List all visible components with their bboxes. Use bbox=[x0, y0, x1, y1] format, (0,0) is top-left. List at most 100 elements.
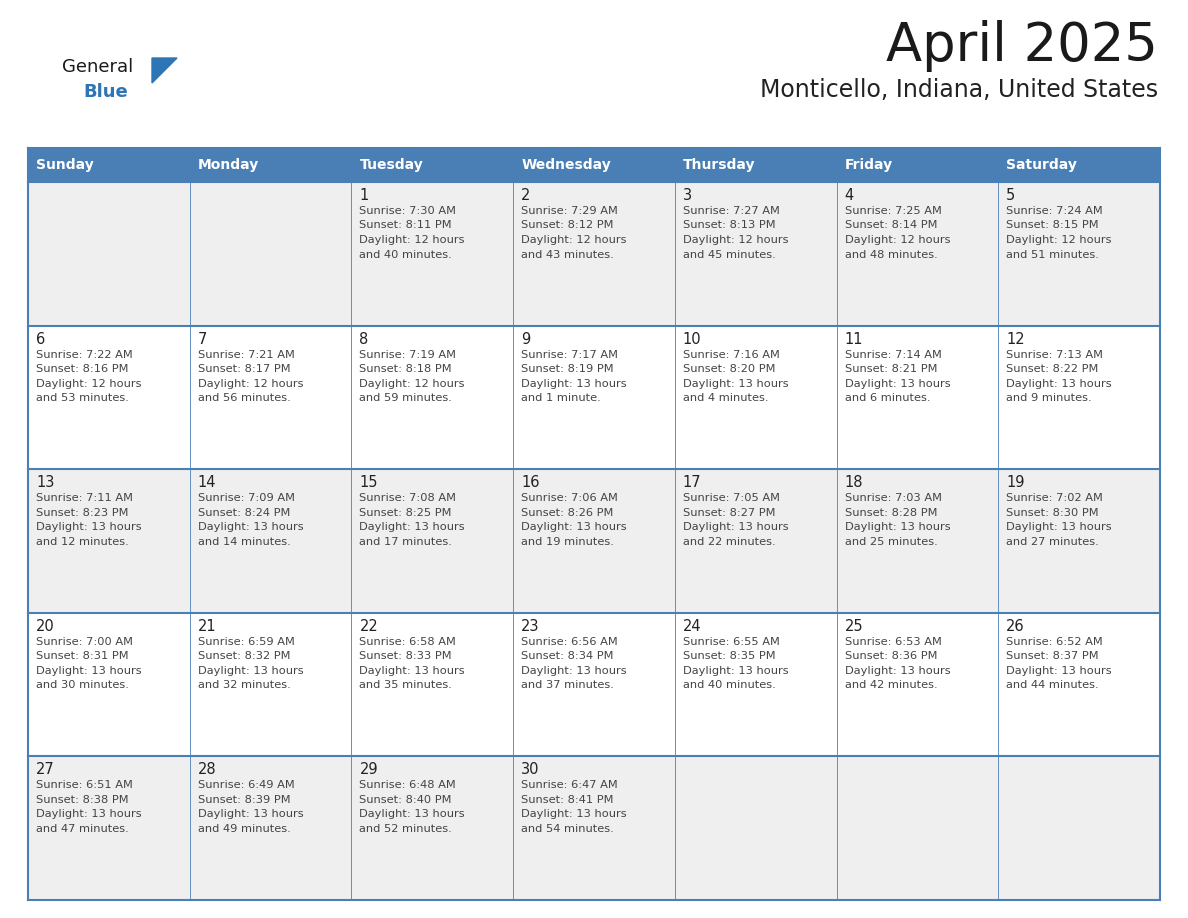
Text: and 40 minutes.: and 40 minutes. bbox=[683, 680, 776, 690]
Text: Daylight: 13 hours: Daylight: 13 hours bbox=[683, 378, 789, 388]
Text: and 43 minutes.: and 43 minutes. bbox=[522, 250, 614, 260]
Text: Daylight: 13 hours: Daylight: 13 hours bbox=[197, 522, 303, 532]
Text: Daylight: 13 hours: Daylight: 13 hours bbox=[360, 522, 465, 532]
Text: and 30 minutes.: and 30 minutes. bbox=[36, 680, 128, 690]
Text: and 19 minutes.: and 19 minutes. bbox=[522, 537, 614, 547]
Text: Daylight: 13 hours: Daylight: 13 hours bbox=[522, 666, 627, 676]
Bar bbox=[29, 613, 1159, 756]
Text: 1: 1 bbox=[360, 188, 368, 203]
Text: Daylight: 12 hours: Daylight: 12 hours bbox=[845, 235, 950, 245]
Text: Daylight: 13 hours: Daylight: 13 hours bbox=[683, 522, 789, 532]
Text: Sunset: 8:24 PM: Sunset: 8:24 PM bbox=[197, 508, 290, 518]
Bar bbox=[190, 148, 352, 182]
Text: Sunset: 8:25 PM: Sunset: 8:25 PM bbox=[360, 508, 451, 518]
Text: Sunrise: 6:58 AM: Sunrise: 6:58 AM bbox=[360, 637, 456, 647]
Text: 15: 15 bbox=[360, 476, 378, 490]
Text: Sunset: 8:18 PM: Sunset: 8:18 PM bbox=[360, 364, 453, 375]
Text: Friday: Friday bbox=[845, 158, 892, 172]
Bar bbox=[675, 148, 836, 182]
Text: Sunrise: 7:30 AM: Sunrise: 7:30 AM bbox=[360, 206, 456, 216]
Text: 20: 20 bbox=[36, 619, 55, 633]
Bar bbox=[29, 148, 190, 182]
Text: Daylight: 12 hours: Daylight: 12 hours bbox=[36, 378, 141, 388]
Text: Sunrise: 7:05 AM: Sunrise: 7:05 AM bbox=[683, 493, 779, 503]
Text: and 52 minutes.: and 52 minutes. bbox=[360, 823, 453, 834]
Text: 19: 19 bbox=[1006, 476, 1025, 490]
Text: Sunset: 8:27 PM: Sunset: 8:27 PM bbox=[683, 508, 776, 518]
Text: Sunrise: 7:19 AM: Sunrise: 7:19 AM bbox=[360, 350, 456, 360]
Text: and 40 minutes.: and 40 minutes. bbox=[360, 250, 453, 260]
Text: Tuesday: Tuesday bbox=[360, 158, 423, 172]
Text: Sunrise: 6:59 AM: Sunrise: 6:59 AM bbox=[197, 637, 295, 647]
Text: 8: 8 bbox=[360, 331, 368, 347]
Text: Sunset: 8:34 PM: Sunset: 8:34 PM bbox=[522, 651, 614, 661]
Text: 2: 2 bbox=[522, 188, 531, 203]
Text: 3: 3 bbox=[683, 188, 691, 203]
Text: 12: 12 bbox=[1006, 331, 1025, 347]
Text: 11: 11 bbox=[845, 331, 862, 347]
Text: and 59 minutes.: and 59 minutes. bbox=[360, 393, 453, 403]
Text: 14: 14 bbox=[197, 476, 216, 490]
Text: 23: 23 bbox=[522, 619, 539, 633]
Text: Sunrise: 7:17 AM: Sunrise: 7:17 AM bbox=[522, 350, 618, 360]
Text: Sunrise: 6:52 AM: Sunrise: 6:52 AM bbox=[1006, 637, 1102, 647]
Text: Daylight: 13 hours: Daylight: 13 hours bbox=[683, 666, 789, 676]
Polygon shape bbox=[152, 58, 177, 83]
Text: Sunset: 8:35 PM: Sunset: 8:35 PM bbox=[683, 651, 776, 661]
Text: Sunrise: 6:48 AM: Sunrise: 6:48 AM bbox=[360, 780, 456, 790]
Bar bbox=[29, 326, 1159, 469]
Bar bbox=[836, 148, 998, 182]
Text: Sunset: 8:15 PM: Sunset: 8:15 PM bbox=[1006, 220, 1099, 230]
Text: April 2025: April 2025 bbox=[886, 20, 1158, 72]
Bar bbox=[29, 469, 1159, 613]
Text: Daylight: 13 hours: Daylight: 13 hours bbox=[522, 810, 627, 820]
Text: and 1 minute.: and 1 minute. bbox=[522, 393, 601, 403]
Text: and 53 minutes.: and 53 minutes. bbox=[36, 393, 128, 403]
Text: Sunset: 8:41 PM: Sunset: 8:41 PM bbox=[522, 795, 614, 805]
Text: 24: 24 bbox=[683, 619, 701, 633]
Text: and 42 minutes.: and 42 minutes. bbox=[845, 680, 937, 690]
Text: and 12 minutes.: and 12 minutes. bbox=[36, 537, 128, 547]
Text: Sunset: 8:39 PM: Sunset: 8:39 PM bbox=[197, 795, 290, 805]
Text: and 45 minutes.: and 45 minutes. bbox=[683, 250, 776, 260]
Text: Sunrise: 7:02 AM: Sunrise: 7:02 AM bbox=[1006, 493, 1104, 503]
Text: 28: 28 bbox=[197, 763, 216, 778]
Bar bbox=[29, 756, 1159, 900]
Text: 16: 16 bbox=[522, 476, 539, 490]
Text: and 44 minutes.: and 44 minutes. bbox=[1006, 680, 1099, 690]
Text: Sunrise: 6:53 AM: Sunrise: 6:53 AM bbox=[845, 637, 941, 647]
Text: Sunset: 8:37 PM: Sunset: 8:37 PM bbox=[1006, 651, 1099, 661]
Text: Sunset: 8:22 PM: Sunset: 8:22 PM bbox=[1006, 364, 1099, 375]
Text: Daylight: 13 hours: Daylight: 13 hours bbox=[36, 666, 141, 676]
Text: and 47 minutes.: and 47 minutes. bbox=[36, 823, 128, 834]
Text: General: General bbox=[62, 58, 133, 76]
Text: Daylight: 12 hours: Daylight: 12 hours bbox=[1006, 235, 1112, 245]
Text: and 49 minutes.: and 49 minutes. bbox=[197, 823, 290, 834]
Bar bbox=[352, 148, 513, 182]
Text: Sunrise: 6:47 AM: Sunrise: 6:47 AM bbox=[522, 780, 618, 790]
Text: 22: 22 bbox=[360, 619, 378, 633]
Text: Sunset: 8:38 PM: Sunset: 8:38 PM bbox=[36, 795, 128, 805]
Text: Daylight: 13 hours: Daylight: 13 hours bbox=[845, 666, 950, 676]
Text: Sunset: 8:21 PM: Sunset: 8:21 PM bbox=[845, 364, 937, 375]
Text: Sunset: 8:19 PM: Sunset: 8:19 PM bbox=[522, 364, 614, 375]
Text: Sunrise: 7:16 AM: Sunrise: 7:16 AM bbox=[683, 350, 779, 360]
Text: Daylight: 12 hours: Daylight: 12 hours bbox=[683, 235, 789, 245]
Text: Sunset: 8:23 PM: Sunset: 8:23 PM bbox=[36, 508, 128, 518]
Text: Sunrise: 7:14 AM: Sunrise: 7:14 AM bbox=[845, 350, 941, 360]
Text: and 51 minutes.: and 51 minutes. bbox=[1006, 250, 1099, 260]
Text: Daylight: 13 hours: Daylight: 13 hours bbox=[36, 810, 141, 820]
Text: and 54 minutes.: and 54 minutes. bbox=[522, 823, 614, 834]
Text: Sunrise: 7:09 AM: Sunrise: 7:09 AM bbox=[197, 493, 295, 503]
Text: Monticello, Indiana, United States: Monticello, Indiana, United States bbox=[760, 78, 1158, 102]
Text: and 35 minutes.: and 35 minutes. bbox=[360, 680, 453, 690]
Text: and 6 minutes.: and 6 minutes. bbox=[845, 393, 930, 403]
Text: Sunrise: 7:25 AM: Sunrise: 7:25 AM bbox=[845, 206, 941, 216]
Text: Daylight: 13 hours: Daylight: 13 hours bbox=[522, 378, 627, 388]
Text: 9: 9 bbox=[522, 331, 530, 347]
Text: 10: 10 bbox=[683, 331, 701, 347]
Text: 6: 6 bbox=[36, 331, 45, 347]
Text: Sunday: Sunday bbox=[36, 158, 94, 172]
Text: Sunset: 8:11 PM: Sunset: 8:11 PM bbox=[360, 220, 453, 230]
Text: Sunrise: 6:56 AM: Sunrise: 6:56 AM bbox=[522, 637, 618, 647]
